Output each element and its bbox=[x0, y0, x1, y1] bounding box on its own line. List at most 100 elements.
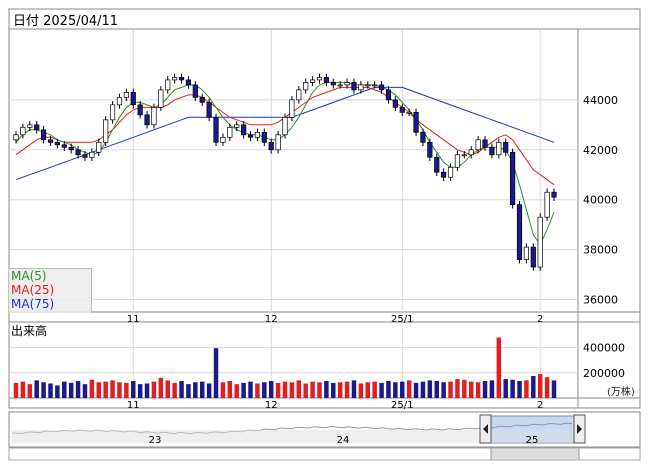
price-tick-label: 40000 bbox=[583, 194, 618, 207]
candle-body bbox=[109, 104, 116, 121]
volume-bar bbox=[482, 380, 488, 398]
candle-body bbox=[385, 89, 392, 101]
candle-body bbox=[358, 84, 364, 91]
volume-xtick-label: 25/1 bbox=[391, 400, 413, 411]
volume-bar bbox=[41, 382, 46, 398]
volume-xtick-label: 2 bbox=[537, 400, 543, 411]
candle-body bbox=[282, 116, 288, 136]
volume-bar bbox=[537, 374, 543, 398]
volume-bar bbox=[82, 384, 88, 398]
candle-body bbox=[20, 126, 26, 136]
candle-body bbox=[516, 204, 523, 260]
volume-title: 出来高 bbox=[11, 324, 48, 338]
volume-bar bbox=[351, 380, 357, 398]
ma-legend: MA(5) MA(25) MA(75) bbox=[9, 268, 92, 313]
candle-body bbox=[13, 134, 19, 141]
price-xtick-label: 2 bbox=[537, 314, 543, 325]
candle-body bbox=[34, 124, 40, 131]
triangle-right-icon bbox=[577, 424, 582, 434]
volume-bar bbox=[96, 382, 102, 398]
candle-body bbox=[303, 82, 309, 91]
price-tick-label: 36000 bbox=[583, 294, 618, 307]
volume-bar bbox=[75, 380, 81, 398]
volume-bar bbox=[275, 382, 281, 398]
navigator-area bbox=[12, 430, 576, 443]
volume-unit: (万株) bbox=[607, 387, 635, 398]
volume-bar bbox=[199, 381, 205, 398]
candle-body bbox=[144, 114, 150, 126]
volume-bar bbox=[241, 382, 246, 398]
volume-bar bbox=[503, 379, 508, 398]
volume-bar bbox=[544, 377, 550, 398]
price-panel-frame bbox=[8, 28, 641, 323]
volume-bar bbox=[268, 380, 274, 398]
navigator-year-label: 23 bbox=[149, 435, 162, 446]
scroll-track bbox=[8, 447, 641, 461]
volume-bar bbox=[406, 380, 412, 398]
candle-body bbox=[178, 77, 185, 81]
volume-bar bbox=[372, 381, 377, 398]
volume-bar bbox=[227, 380, 233, 398]
navigator-year-label: 24 bbox=[337, 435, 350, 446]
volume-bar bbox=[510, 379, 515, 398]
candle-body bbox=[68, 146, 74, 151]
volume-bar bbox=[282, 381, 288, 398]
volume-bar bbox=[386, 380, 391, 398]
volume-bar bbox=[13, 382, 19, 398]
volume-bar bbox=[517, 380, 522, 398]
candle-body bbox=[254, 131, 261, 138]
volume-bar bbox=[151, 381, 157, 398]
candle-body bbox=[503, 141, 509, 153]
volume-bar bbox=[144, 383, 150, 398]
navigator-scrollbar[interactable] bbox=[490, 447, 580, 461]
price-tick-label: 42000 bbox=[583, 144, 618, 157]
volume-bar bbox=[296, 380, 302, 398]
candle-body bbox=[427, 141, 433, 158]
volume-tick-label: 400000 bbox=[583, 342, 625, 355]
volume-bar bbox=[262, 382, 267, 398]
volume-bar bbox=[55, 385, 60, 398]
volume-bar bbox=[68, 382, 74, 398]
volume-bar bbox=[220, 382, 226, 398]
volume-bar bbox=[20, 381, 26, 398]
candle-body bbox=[96, 141, 102, 153]
candle-body bbox=[454, 154, 461, 168]
volume-xtick-label: 11 bbox=[127, 400, 140, 411]
volume-bar bbox=[489, 380, 495, 398]
candle-body bbox=[496, 141, 502, 156]
candle-body bbox=[365, 84, 371, 87]
candle-body bbox=[378, 84, 385, 91]
volume-bar bbox=[317, 382, 322, 398]
volume-bar bbox=[248, 381, 253, 398]
candle-body bbox=[399, 107, 405, 113]
candle-body bbox=[351, 82, 357, 91]
candle-body bbox=[192, 84, 198, 98]
candle-body bbox=[323, 77, 329, 83]
volume-bar bbox=[213, 348, 219, 398]
volume-bar bbox=[551, 380, 557, 398]
volume-tick-label: 200000 bbox=[583, 367, 625, 380]
candle-body bbox=[165, 79, 171, 91]
candle-body bbox=[75, 149, 81, 156]
volume-bar bbox=[427, 380, 433, 398]
candle-body bbox=[116, 97, 123, 106]
volume-bar bbox=[124, 382, 129, 398]
candle-body bbox=[241, 124, 247, 136]
candle-body bbox=[344, 82, 350, 86]
candle-body bbox=[537, 216, 543, 268]
candle-body bbox=[268, 141, 274, 151]
candle-body bbox=[275, 134, 281, 151]
candle-body bbox=[392, 99, 398, 108]
volume-bar bbox=[131, 380, 136, 398]
candle-body bbox=[130, 92, 136, 106]
candle-body bbox=[185, 79, 192, 86]
candle-body bbox=[220, 136, 226, 143]
candle-body bbox=[103, 119, 109, 143]
candle-body bbox=[234, 124, 240, 128]
price-xtick-label: 12 bbox=[265, 314, 278, 325]
legend-ma75: MA(75) bbox=[11, 297, 55, 311]
candle-body bbox=[206, 102, 212, 118]
candle-body bbox=[372, 84, 378, 87]
candle-body bbox=[489, 146, 495, 156]
